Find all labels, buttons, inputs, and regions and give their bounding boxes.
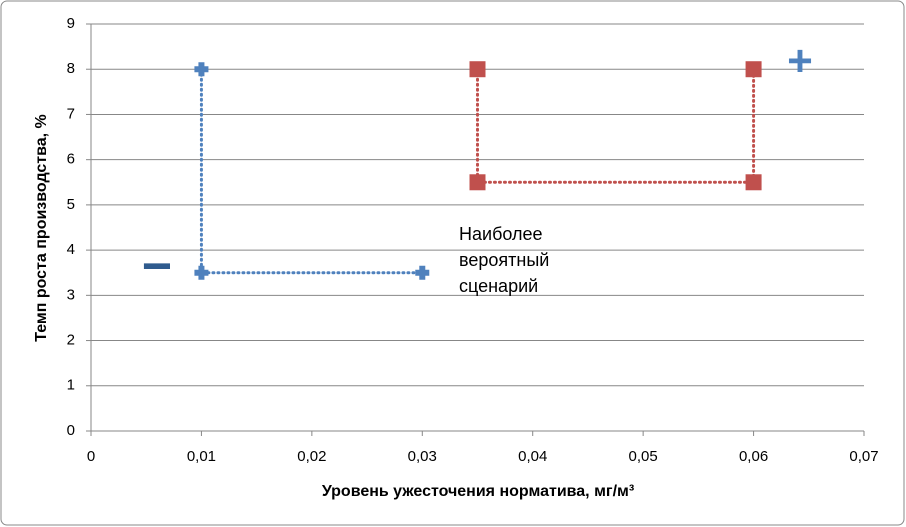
y-tick-label: 9 (67, 15, 75, 32)
x-tick-label: 0,02 (297, 448, 326, 465)
y-tick-label: 4 (67, 241, 75, 258)
marker (469, 61, 486, 78)
y-tick-label: 7 (67, 105, 75, 122)
annotation: Наиболее (459, 224, 543, 244)
y-tick-label: 3 (67, 286, 75, 303)
annotation: вероятный (459, 250, 549, 270)
x-tick-label: 0,05 (629, 448, 658, 465)
x-tick-label: 0,06 (739, 448, 768, 465)
marker (745, 174, 762, 191)
marker (415, 265, 430, 280)
y-tick-label: 2 (67, 332, 75, 349)
minus-sign: − (142, 238, 172, 296)
x-tick-label: 0,07 (849, 448, 878, 465)
marker (194, 265, 209, 280)
series-line (476, 67, 756, 184)
x-tick-label: 0,04 (518, 448, 547, 465)
y-tick-label: 0 (67, 422, 75, 439)
y-tick-label: 6 (67, 151, 75, 168)
y-axis-title: Темп роста производства, % (33, 114, 50, 342)
x-tick-label: 0,01 (187, 448, 216, 465)
annotation: сценарий (459, 276, 538, 296)
x-tick-label: 0 (87, 448, 95, 465)
marker (194, 62, 209, 77)
marker (469, 174, 486, 191)
x-tick-label: 0,03 (408, 448, 437, 465)
y-tick-label: 1 (67, 377, 75, 394)
x-axis-title: Уровень ужесточения норматива, мг/м³ (322, 483, 634, 500)
marker (745, 61, 762, 78)
y-tick-label: 5 (67, 196, 75, 213)
y-tick-label: 8 (67, 60, 75, 77)
plus-sign: + (787, 37, 813, 86)
